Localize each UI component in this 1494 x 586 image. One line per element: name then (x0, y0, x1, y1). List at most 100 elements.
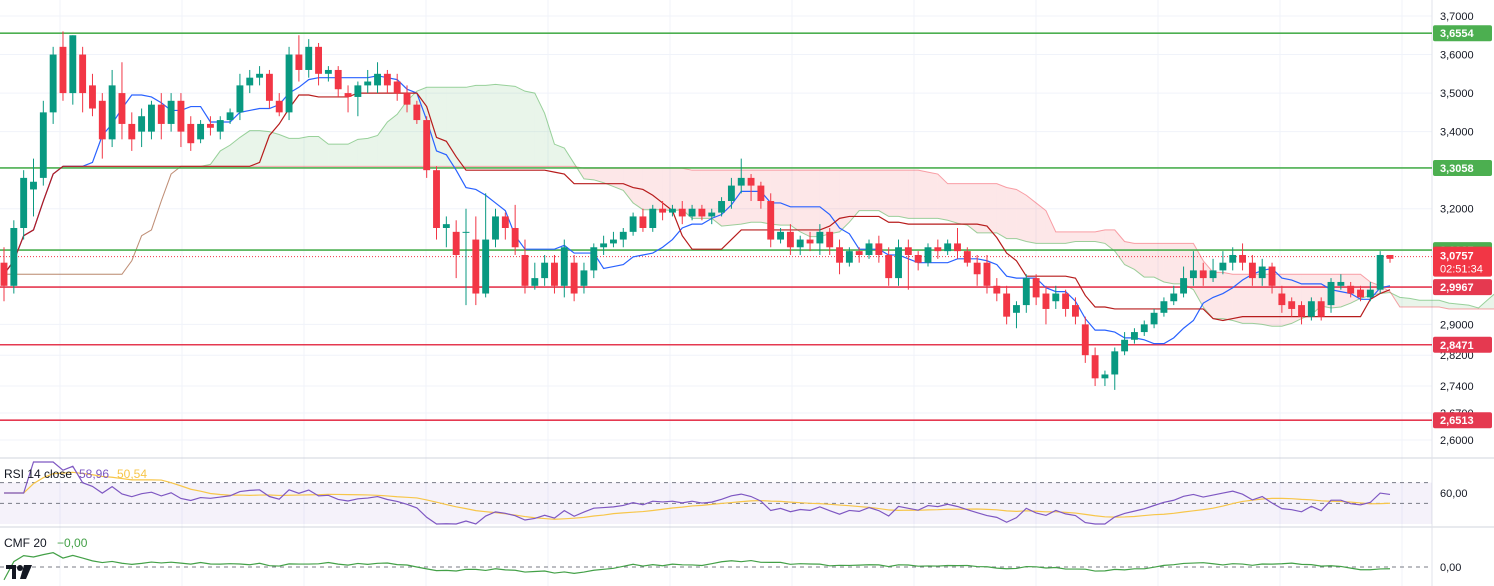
candle (1101, 370, 1109, 387)
rsi-pane (0, 461, 1432, 525)
candle (1229, 247, 1237, 271)
cmf-tick-label: 0,00 (1440, 562, 1461, 574)
candle-body (747, 177, 755, 186)
candle (993, 278, 1001, 302)
cloud-segment (367, 135, 378, 167)
candle (1317, 297, 1325, 321)
candle (914, 251, 922, 271)
candle (747, 174, 755, 202)
cloud-segment (230, 137, 240, 167)
candle-body (285, 54, 293, 113)
candle-body (1366, 289, 1374, 298)
cloud-segment (485, 84, 496, 167)
candle-body (727, 185, 735, 202)
cloud-segment (397, 100, 408, 167)
candle (806, 231, 814, 252)
cloud-segment (1134, 243, 1145, 278)
cloud-segment (338, 144, 349, 167)
candle-body (1209, 270, 1217, 279)
candle-body (845, 251, 853, 263)
badge-label: 3,3058 (1440, 163, 1474, 175)
cloud-segment (436, 87, 447, 167)
candle-body (256, 73, 264, 78)
badge-bg (1433, 412, 1492, 429)
candle-body (39, 112, 47, 178)
cloud-segment (859, 170, 870, 211)
candle (1062, 289, 1070, 317)
candle (1052, 285, 1060, 309)
candle (305, 39, 313, 78)
cloud-segment (790, 170, 801, 232)
tradingview-logo-icon[interactable] (6, 565, 32, 579)
candle (1042, 285, 1050, 325)
cloud-segment (967, 183, 978, 233)
cloud-segment (1173, 243, 1184, 284)
candle-body (265, 73, 273, 101)
candle-body (354, 85, 362, 97)
candle (246, 69, 254, 94)
cloud-segment (603, 168, 614, 187)
price-tick-label: 2,6000 (1440, 435, 1474, 447)
candle (138, 108, 146, 148)
cloud-segment (495, 84, 506, 167)
candle-body (1386, 254, 1394, 259)
candle (826, 228, 834, 255)
candle-body (383, 73, 391, 86)
cloud-segment (289, 138, 299, 167)
candle-body (551, 262, 558, 286)
candle-body (492, 216, 499, 240)
candle-body (1288, 301, 1296, 309)
candle (1347, 281, 1355, 298)
candle (757, 181, 765, 209)
cloud-segment (977, 183, 987, 233)
candle-body (973, 262, 981, 275)
price-tick-label: 2,7400 (1440, 381, 1474, 393)
candle-body (30, 181, 37, 190)
candle-body (639, 216, 647, 228)
candle (924, 243, 932, 267)
candle-body (1307, 301, 1315, 317)
candle-body (1052, 293, 1060, 302)
cmf-title: CMF 20 (4, 536, 47, 550)
candle-body (462, 231, 470, 233)
candle (865, 239, 873, 259)
candle (1288, 297, 1296, 317)
candle-body (1081, 324, 1089, 356)
candle (187, 116, 195, 151)
candle-body (619, 231, 627, 240)
cloud-segment (996, 183, 1007, 239)
candle-body (1248, 262, 1256, 279)
candle (895, 239, 902, 286)
candle (1199, 262, 1207, 286)
cloud-segment (819, 170, 830, 237)
candle-body (1160, 301, 1168, 313)
cloud-segment (534, 93, 545, 167)
candle (1072, 297, 1079, 325)
candle-body (560, 247, 568, 286)
candle-body (1003, 293, 1011, 317)
candle (501, 212, 509, 240)
candle (472, 216, 480, 306)
cloud-segment (1085, 231, 1096, 242)
candle-body (98, 100, 106, 140)
cloud-segment (1036, 202, 1046, 244)
senkou-span-a (4, 83, 1494, 327)
candle (393, 73, 401, 101)
cmf-line (3, 552, 1391, 581)
candle (727, 177, 735, 209)
candle (1140, 320, 1148, 336)
badge-label: 2,6513 (1440, 415, 1474, 427)
candle (1376, 251, 1384, 294)
candle (1180, 266, 1188, 298)
candle (128, 112, 136, 151)
cloud-segment (554, 144, 565, 167)
cloud-segment (780, 170, 791, 226)
cloud-segment (613, 168, 624, 191)
candle-body (59, 46, 67, 94)
candle (197, 120, 205, 144)
candle (334, 66, 342, 97)
candle (0, 247, 8, 302)
candle-body (501, 216, 509, 228)
candle-body (786, 231, 794, 248)
